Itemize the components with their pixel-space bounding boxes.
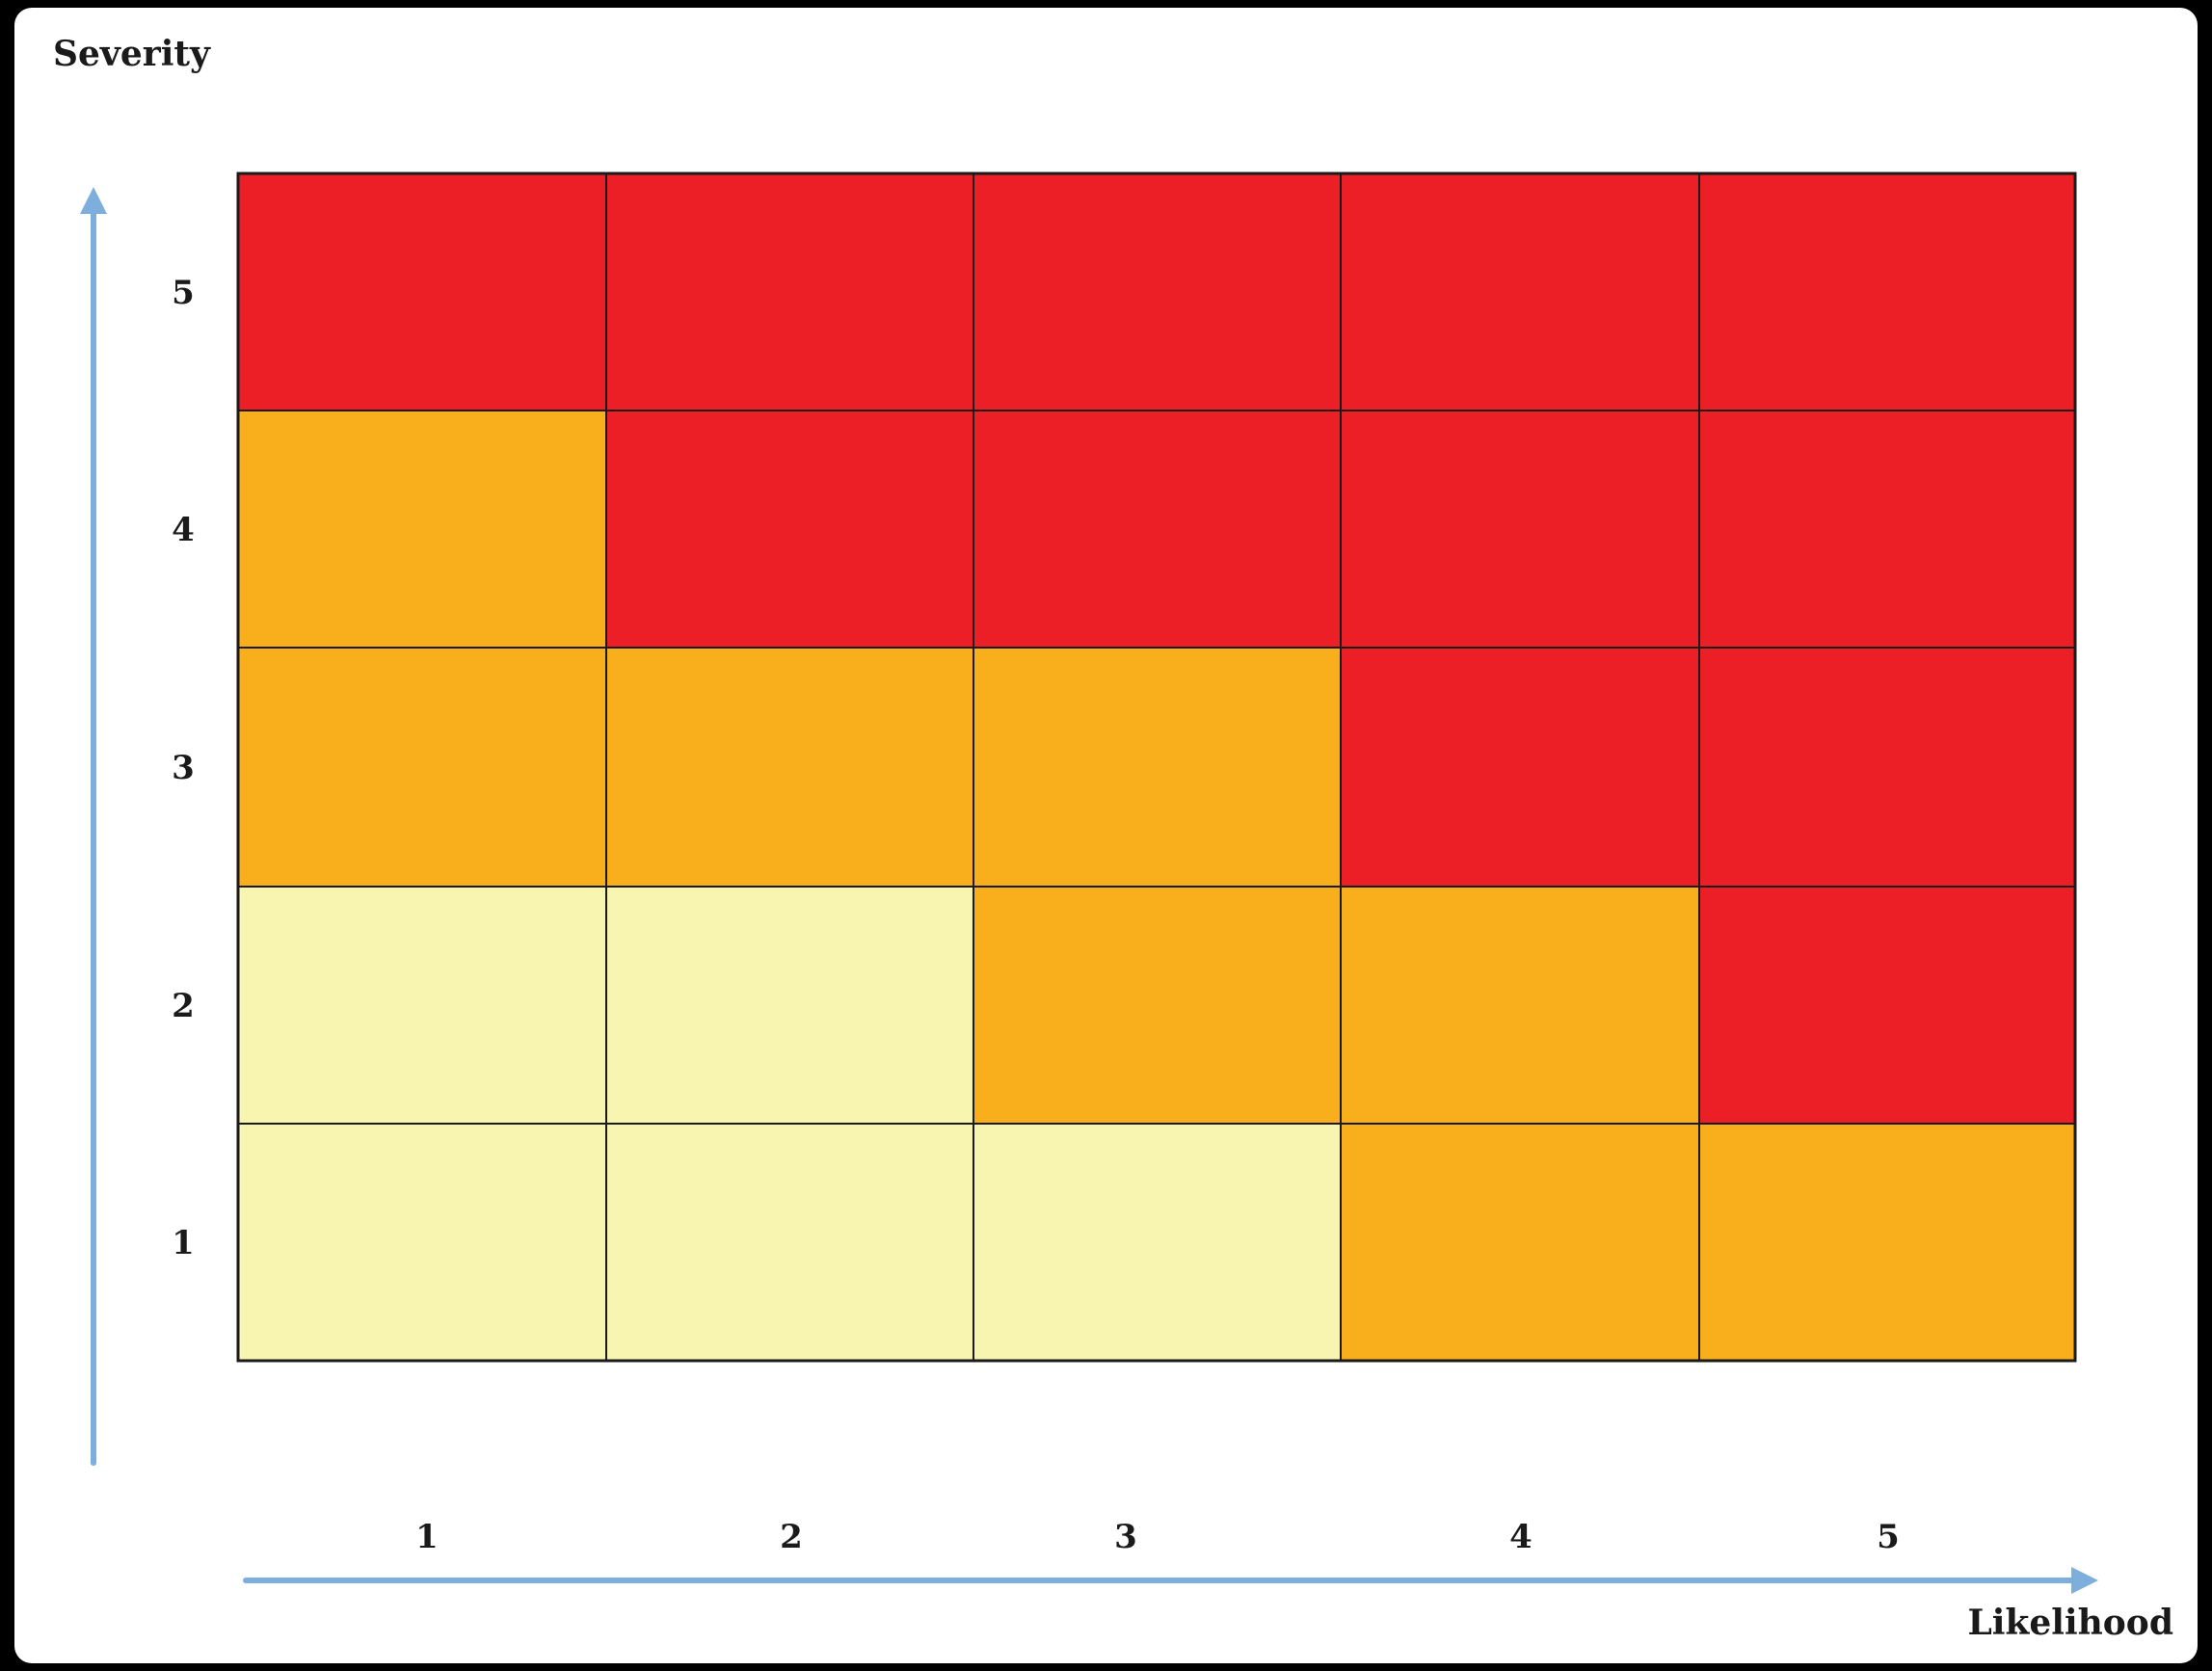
heatmap-cell-s1-l2 — [605, 1123, 974, 1362]
x-axis-title: Likelihood — [1967, 1603, 2173, 1643]
heatmap-cells — [236, 172, 2077, 1363]
heatmap-border — [236, 172, 2077, 1363]
heatmap-cell-s2-l3 — [973, 886, 1342, 1125]
heatmap-cell-s4-l3 — [973, 410, 1342, 649]
y-tick-label: 3 — [172, 749, 195, 787]
y-tick-label: 5 — [172, 274, 195, 312]
y-axis-arrowhead — [80, 187, 107, 214]
heatmap-cell-s5-l1 — [237, 172, 607, 411]
y-tick-label: 2 — [172, 987, 195, 1025]
heatmap-cell-s3-l3 — [973, 647, 1342, 888]
heatmap-cell-s5-l5 — [1698, 172, 2076, 411]
heatmap-cell-s5-l4 — [1340, 172, 1700, 411]
y-tick-label: 1 — [172, 1224, 195, 1262]
heatmap-cell-s4-l2 — [605, 410, 974, 649]
heatmap-cell-s5-l3 — [973, 172, 1342, 411]
heatmap-cell-s3-l2 — [605, 647, 974, 888]
x-tick-label: 4 — [1509, 1518, 1532, 1556]
heatmap-cell-s1-l1 — [237, 1123, 607, 1362]
y-tick-labels: 5 4 3 2 1 — [172, 274, 195, 1262]
x-tick-labels: 1 2 3 4 5 — [415, 1518, 1900, 1556]
risk-matrix-chart: Severity Likelihood 5 4 3 2 1 1 2 3 4 5 — [53, 34, 2173, 1643]
y-tick-label: 4 — [172, 511, 195, 549]
heatmap-cell-s5-l2 — [605, 172, 974, 411]
heatmap-cell-s4-l5 — [1698, 410, 2076, 649]
heatmap-cell-s2-l1 — [237, 886, 607, 1125]
x-tick-label: 3 — [1114, 1518, 1137, 1556]
heatmap-cell-s3-l5 — [1698, 647, 2076, 888]
heatmap-cell-s3-l1 — [237, 647, 607, 888]
heatmap-cell-s1-l3 — [973, 1123, 1342, 1362]
chart-canvas: Severity Likelihood 5 4 3 2 1 1 2 3 4 5 — [14, 8, 2198, 1663]
heatmap-cell-s1-l5 — [1698, 1123, 2076, 1362]
x-tick-label: 5 — [1877, 1518, 1900, 1556]
heatmap-cell-s1-l4 — [1340, 1123, 1700, 1362]
heatmap-cell-s2-l4 — [1340, 886, 1700, 1125]
heatmap-cell-s3-l4 — [1340, 647, 1700, 888]
x-tick-label: 1 — [415, 1518, 439, 1556]
x-tick-label: 2 — [780, 1518, 803, 1556]
heatmap-cell-s4-l4 — [1340, 410, 1700, 649]
x-axis-arrowhead — [2071, 1567, 2098, 1594]
heatmap-cell-s2-l5 — [1698, 886, 2076, 1125]
y-axis-title: Severity — [53, 34, 211, 74]
heatmap-cell-s4-l1 — [237, 410, 607, 649]
heatmap-cell-s2-l2 — [605, 886, 974, 1125]
